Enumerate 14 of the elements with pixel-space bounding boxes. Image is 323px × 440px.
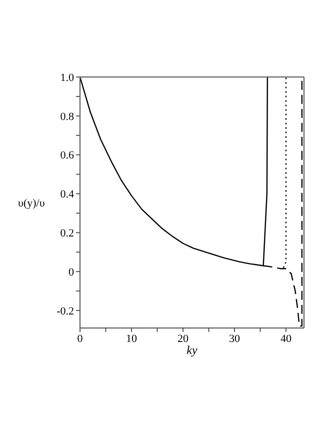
x-tick-label: 0 (77, 332, 84, 345)
x-tick-label: 10 (126, 332, 138, 345)
y-tick-label: 0.8 (60, 110, 74, 123)
x-tick-label: 40 (280, 332, 292, 345)
y-tick-label: 0 (68, 266, 74, 278)
x-tick-label: 20 (177, 332, 189, 345)
y-tick-label: 1.0 (60, 72, 74, 84)
y-tick-label: -0.2 (56, 305, 74, 318)
x-tick-label: 30 (228, 332, 240, 345)
y-tick-label: 0.6 (60, 150, 74, 162)
x-axis-title: ky (186, 343, 198, 357)
y-tick-label: 0.4 (60, 188, 74, 201)
y-tick-label: 0.2 (60, 228, 74, 240)
y-axis-title: υ(y)/υ (18, 197, 46, 210)
